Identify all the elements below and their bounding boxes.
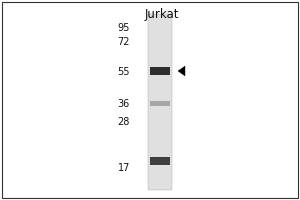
Bar xyxy=(148,14,172,190)
Text: 55: 55 xyxy=(118,67,130,77)
Text: 72: 72 xyxy=(118,37,130,47)
Text: 17: 17 xyxy=(118,163,130,173)
Bar xyxy=(150,100,170,106)
Bar xyxy=(150,67,170,75)
Text: 95: 95 xyxy=(118,23,130,33)
Text: Jurkat: Jurkat xyxy=(145,8,179,21)
Polygon shape xyxy=(178,66,185,76)
Text: 28: 28 xyxy=(118,117,130,127)
Text: 36: 36 xyxy=(118,99,130,109)
Bar xyxy=(150,157,170,165)
